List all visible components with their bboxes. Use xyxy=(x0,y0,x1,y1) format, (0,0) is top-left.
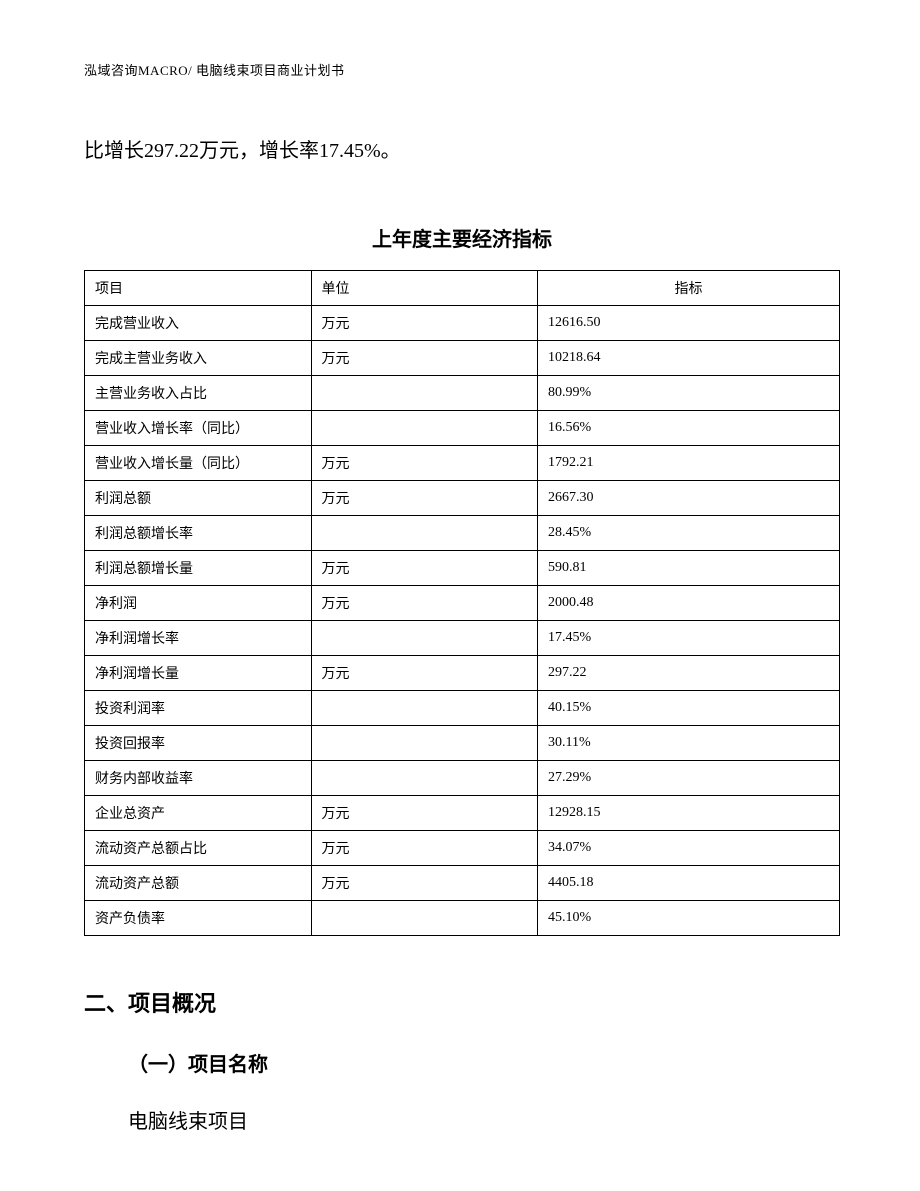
table-cell: 利润总额增长率 xyxy=(85,516,312,551)
table-cell: 2000.48 xyxy=(538,586,840,621)
table-cell: 万元 xyxy=(311,481,538,516)
table-cell: 12616.50 xyxy=(538,306,840,341)
col-value: 指标 xyxy=(538,271,840,306)
table-cell: 万元 xyxy=(311,586,538,621)
table-row: 流动资产总额占比万元34.07% xyxy=(85,831,840,866)
col-item: 项目 xyxy=(85,271,312,306)
table-cell: 万元 xyxy=(311,796,538,831)
table-row: 营业收入增长率（同比） 16.56% xyxy=(85,411,840,446)
table-cell: 万元 xyxy=(311,446,538,481)
table-cell: 财务内部收益率 xyxy=(85,761,312,796)
table-cell: 万元 xyxy=(311,551,538,586)
table-row: 主营业务收入占比 80.99% xyxy=(85,376,840,411)
sub-heading-1: （一）项目名称 xyxy=(128,1048,840,1077)
table-row: 净利润万元2000.48 xyxy=(85,586,840,621)
table-cell: 万元 xyxy=(311,341,538,376)
economic-indicators-table: 项目 单位 指标 完成营业收入万元12616.50完成主营业务收入万元10218… xyxy=(84,270,840,936)
table-row: 企业总资产万元12928.15 xyxy=(85,796,840,831)
table-cell xyxy=(311,726,538,761)
table-cell: 12928.15 xyxy=(538,796,840,831)
table-cell: 万元 xyxy=(311,831,538,866)
table-cell: 企业总资产 xyxy=(85,796,312,831)
table-cell: 净利润 xyxy=(85,586,312,621)
table-header-row: 项目 单位 指标 xyxy=(85,271,840,306)
table-row: 投资回报率 30.11% xyxy=(85,726,840,761)
table-cell: 资产负债率 xyxy=(85,901,312,936)
table-cell: 4405.18 xyxy=(538,866,840,901)
table-cell xyxy=(311,691,538,726)
table-row: 利润总额增长量万元590.81 xyxy=(85,551,840,586)
col-unit: 单位 xyxy=(311,271,538,306)
table-cell: 1792.21 xyxy=(538,446,840,481)
table-cell: 净利润增长率 xyxy=(85,621,312,656)
table-row: 财务内部收益率 27.29% xyxy=(85,761,840,796)
body-paragraph: 比增长297.22万元，增长率17.45%。 xyxy=(84,129,840,173)
table-cell: 利润总额增长量 xyxy=(85,551,312,586)
table-cell: 营业收入增长率（同比） xyxy=(85,411,312,446)
table-cell xyxy=(311,516,538,551)
project-name-content: 电脑线束项目 xyxy=(128,1105,840,1134)
table-cell: 万元 xyxy=(311,306,538,341)
table-row: 流动资产总额万元4405.18 xyxy=(85,866,840,901)
table-cell: 40.15% xyxy=(538,691,840,726)
table-cell: 27.29% xyxy=(538,761,840,796)
table-cell: 万元 xyxy=(311,656,538,691)
table-cell: 净利润增长量 xyxy=(85,656,312,691)
table-cell: 16.56% xyxy=(538,411,840,446)
table-title: 上年度主要经济指标 xyxy=(84,223,840,252)
table-cell xyxy=(311,761,538,796)
table-cell: 28.45% xyxy=(538,516,840,551)
table-cell: 完成营业收入 xyxy=(85,306,312,341)
table-cell: 80.99% xyxy=(538,376,840,411)
page-header: 泓域咨询MACRO/ 电脑线束项目商业计划书 xyxy=(84,60,840,79)
table-row: 利润总额万元2667.30 xyxy=(85,481,840,516)
table-row: 营业收入增长量（同比）万元1792.21 xyxy=(85,446,840,481)
table-cell: 30.11% xyxy=(538,726,840,761)
table-cell xyxy=(311,901,538,936)
table-cell: 10218.64 xyxy=(538,341,840,376)
table-cell xyxy=(311,376,538,411)
table-cell: 营业收入增长量（同比） xyxy=(85,446,312,481)
table-cell: 297.22 xyxy=(538,656,840,691)
table-cell: 45.10% xyxy=(538,901,840,936)
table-cell: 17.45% xyxy=(538,621,840,656)
table-cell: 投资利润率 xyxy=(85,691,312,726)
table-cell: 主营业务收入占比 xyxy=(85,376,312,411)
table-cell: 利润总额 xyxy=(85,481,312,516)
table-cell: 流动资产总额 xyxy=(85,866,312,901)
table-cell: 流动资产总额占比 xyxy=(85,831,312,866)
table-row: 完成主营业务收入万元10218.64 xyxy=(85,341,840,376)
table-row: 净利润增长率 17.45% xyxy=(85,621,840,656)
table-cell: 34.07% xyxy=(538,831,840,866)
table-cell: 万元 xyxy=(311,866,538,901)
table-row: 利润总额增长率 28.45% xyxy=(85,516,840,551)
table-cell: 完成主营业务收入 xyxy=(85,341,312,376)
table-cell xyxy=(311,621,538,656)
section-heading-2: 二、项目概况 xyxy=(84,986,840,1018)
table-row: 净利润增长量万元297.22 xyxy=(85,656,840,691)
table-row: 资产负债率 45.10% xyxy=(85,901,840,936)
table-cell xyxy=(311,411,538,446)
table-cell: 投资回报率 xyxy=(85,726,312,761)
table-cell: 2667.30 xyxy=(538,481,840,516)
table-row: 完成营业收入万元12616.50 xyxy=(85,306,840,341)
table-cell: 590.81 xyxy=(538,551,840,586)
table-row: 投资利润率 40.15% xyxy=(85,691,840,726)
